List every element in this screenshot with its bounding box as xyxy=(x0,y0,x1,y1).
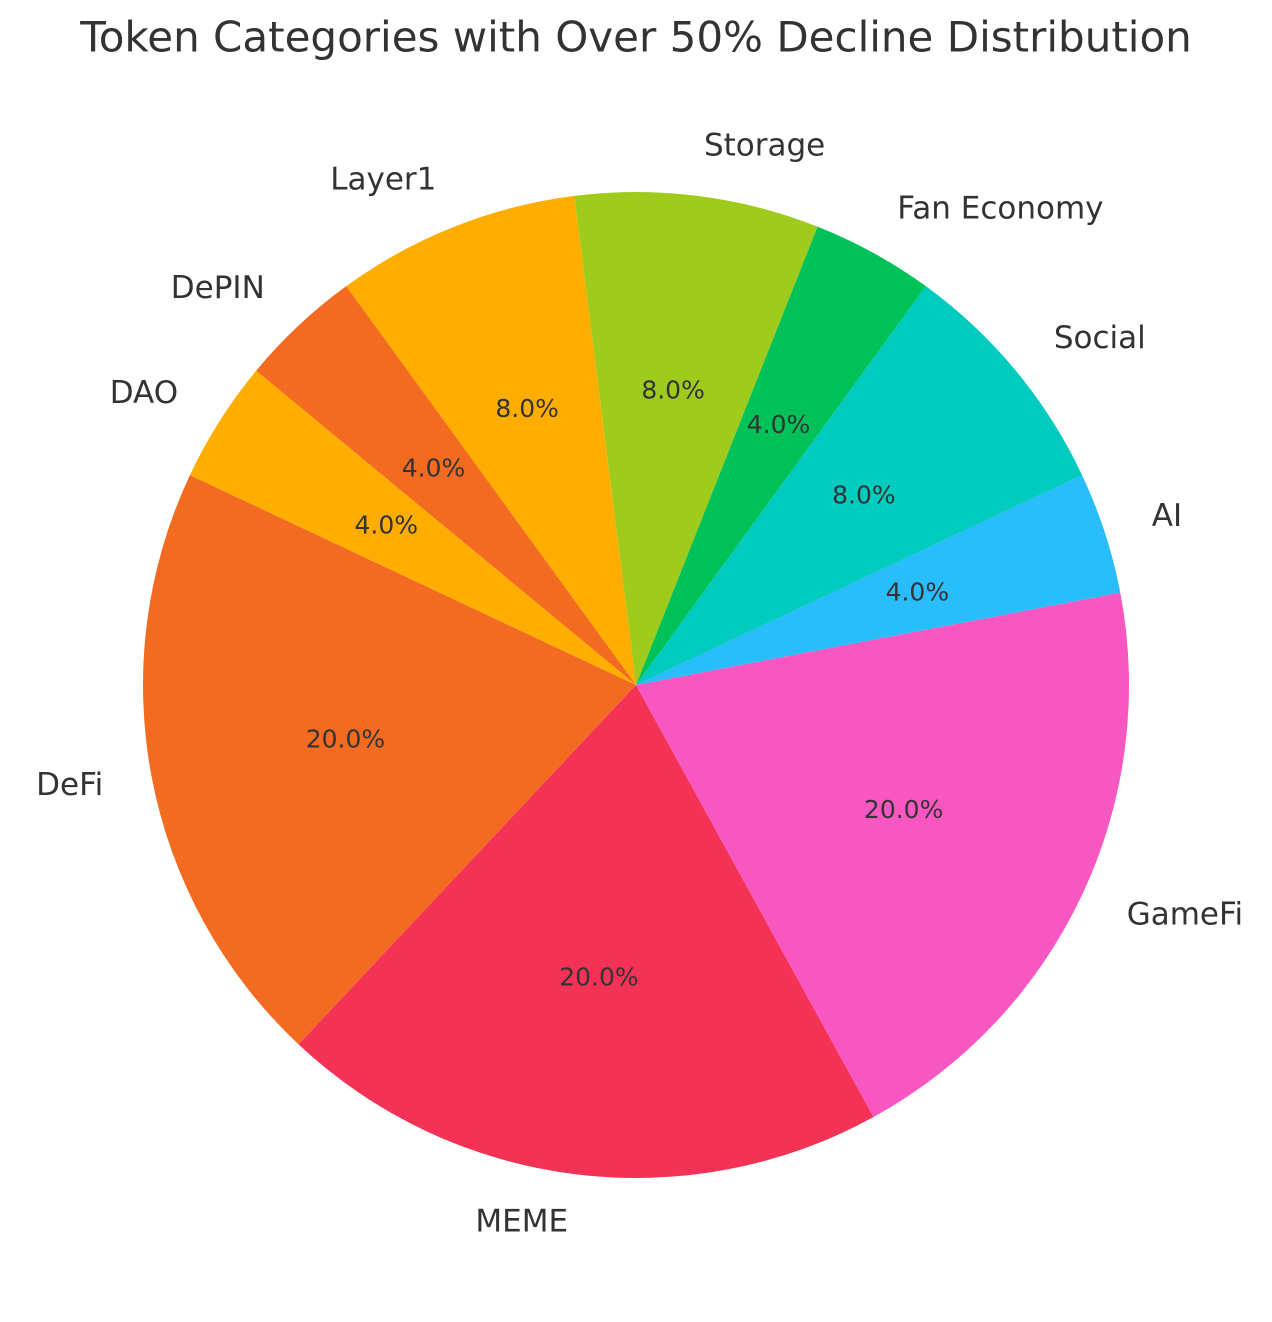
value-label: 4.0% xyxy=(886,578,950,607)
pie-slice xyxy=(636,286,1083,685)
pie-slice xyxy=(256,286,636,685)
value-label: 20.0% xyxy=(864,795,943,824)
pie-slice xyxy=(574,192,818,686)
slice-label: DeFi xyxy=(36,767,103,803)
value-label: 4.0% xyxy=(402,453,466,482)
slice-label: GameFi xyxy=(1127,896,1243,932)
slice-label: MEME xyxy=(475,1204,568,1240)
value-label: 4.0% xyxy=(747,410,811,439)
value-label: 8.0% xyxy=(495,394,559,423)
pie-slice xyxy=(189,370,636,685)
chart-title: Token Categories with Over 50% Decline D… xyxy=(79,13,1192,62)
value-label: 8.0% xyxy=(641,376,705,405)
value-label: 8.0% xyxy=(832,480,896,509)
slice-label: Fan Economy xyxy=(897,190,1103,226)
value-label: 4.0% xyxy=(354,511,418,540)
slice-label: DePIN xyxy=(171,270,265,306)
slice-label: Layer1 xyxy=(330,161,436,197)
slice-label: AI xyxy=(1152,498,1182,534)
slice-label: Storage xyxy=(704,127,825,163)
slice-label: DAO xyxy=(110,375,178,411)
pie-slice xyxy=(636,592,1129,1118)
value-label: 20.0% xyxy=(559,962,638,991)
slice-label: Social xyxy=(1054,320,1146,356)
pie-slice xyxy=(636,226,926,686)
value-label: 20.0% xyxy=(306,724,385,753)
pie-slice xyxy=(346,195,636,685)
pie-slice xyxy=(143,475,637,1045)
pie-slice xyxy=(636,475,1121,685)
pie-slice xyxy=(298,685,874,1178)
